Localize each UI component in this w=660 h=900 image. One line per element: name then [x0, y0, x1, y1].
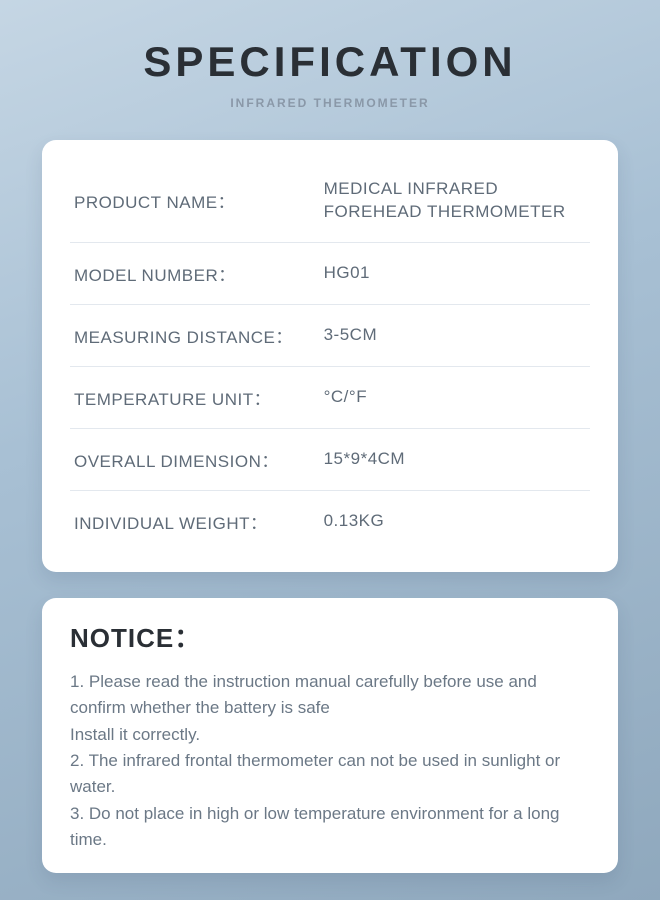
page-title: SPECIFICATION — [42, 38, 618, 86]
table-row: MEASURING DISTANCE： 3-5CM — [70, 304, 590, 366]
spec-label: INDIVIDUAL WEIGHT： — [70, 490, 320, 552]
spec-label: OVERALL DIMENSION： — [70, 428, 320, 490]
table-row: INDIVIDUAL WEIGHT： 0.13KG — [70, 490, 590, 552]
spec-label: MEASURING DISTANCE： — [70, 304, 320, 366]
page-subtitle: INFRARED THERMOMETER — [42, 96, 618, 110]
notice-body: 1. Please read the instruction manual ca… — [70, 669, 590, 853]
notice-title: NOTICE： — [70, 618, 590, 655]
notice-card: NOTICE： 1. Please read the instruction m… — [42, 598, 618, 873]
spec-card: PRODUCT NAME： MEDICAL INFRARED FOREHEAD … — [42, 140, 618, 572]
spec-label: MODEL NUMBER： — [70, 242, 320, 304]
table-row: MODEL NUMBER： HG01 — [70, 242, 590, 304]
spec-value: HG01 — [320, 242, 590, 304]
spec-label: PRODUCT NAME： — [70, 160, 320, 242]
table-row: PRODUCT NAME： MEDICAL INFRARED FOREHEAD … — [70, 160, 590, 242]
spec-value: 0.13KG — [320, 490, 590, 552]
spec-value: MEDICAL INFRARED FOREHEAD THERMOMETER — [320, 160, 590, 242]
table-row: OVERALL DIMENSION： 15*9*4CM — [70, 428, 590, 490]
spec-label: TEMPERATURE UNIT： — [70, 366, 320, 428]
spec-value: 3-5CM — [320, 304, 590, 366]
table-row: TEMPERATURE UNIT： °C/°F — [70, 366, 590, 428]
spec-table: PRODUCT NAME： MEDICAL INFRARED FOREHEAD … — [70, 160, 590, 552]
spec-value: °C/°F — [320, 366, 590, 428]
spec-value: 15*9*4CM — [320, 428, 590, 490]
